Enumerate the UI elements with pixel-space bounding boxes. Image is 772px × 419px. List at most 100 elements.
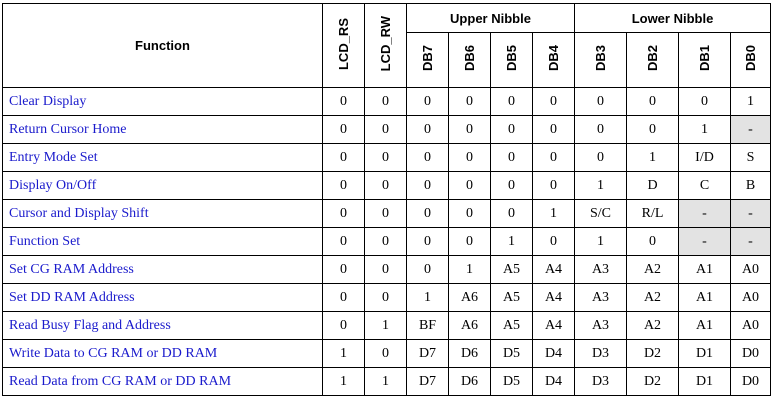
bit-value: 0: [532, 115, 575, 144]
lcd-rs-label: LCD_RS: [336, 17, 351, 70]
function-name[interactable]: Read Busy Flag and Address: [2, 311, 323, 340]
bit-value: A4: [532, 255, 575, 284]
bit-value: A3: [574, 311, 627, 340]
bit-header: DB5: [490, 32, 533, 88]
table-row: Read Busy Flag and Address 0 1 BF A6 A5 A4 A3 A2…: [2, 311, 771, 340]
function-name[interactable]: Read Data from CG RAM or DD RAM: [2, 367, 323, 396]
bit-value: A0: [730, 283, 771, 312]
bit-value: A2: [626, 255, 679, 284]
table-row: Display On/Off 0 0 0 0 0 0 1 D C B: [2, 171, 771, 200]
bit-value: D7: [406, 339, 449, 368]
function-name[interactable]: Display On/Off: [2, 171, 323, 200]
function-header: Function: [2, 3, 323, 88]
bit-value: 0: [532, 143, 575, 172]
bit-value: D4: [532, 339, 575, 368]
function-name[interactable]: Entry Mode Set: [2, 143, 323, 172]
bit-value: 0: [322, 143, 365, 172]
bit-value: 0: [364, 255, 407, 284]
bit-value: D4: [532, 367, 575, 396]
lcd-rw-label: LCD_RW: [378, 16, 393, 72]
bit-value: A0: [730, 255, 771, 284]
command-table: Function LCD_RS LCD_RW Upper Nibble Lowe…: [2, 3, 771, 396]
bit-header: DB7: [406, 32, 449, 88]
bit-value: -: [678, 227, 731, 256]
bit-value: D5: [490, 339, 533, 368]
bit-value: 0: [626, 87, 679, 116]
bit-label: DB6: [462, 45, 477, 72]
bit-value: S: [730, 143, 771, 172]
bit-value: 0: [626, 115, 679, 144]
bit-value: 0: [490, 171, 533, 200]
bit-value: 0: [364, 143, 407, 172]
bit-value: 0: [364, 171, 407, 200]
function-name[interactable]: Write Data to CG RAM or DD RAM: [2, 339, 323, 368]
bit-value: 0: [322, 283, 365, 312]
bit-value: 0: [448, 115, 491, 144]
bit-value: D1: [678, 339, 731, 368]
bit-label: DB3: [593, 45, 608, 72]
bit-value: 0: [448, 87, 491, 116]
bit-value: A5: [490, 311, 533, 340]
bit-value: 0: [322, 171, 365, 200]
bit-label: DB5: [504, 45, 519, 72]
bit-value: 0: [406, 87, 449, 116]
bit-header: DB1: [678, 32, 731, 88]
bit-label: DB1: [697, 45, 712, 72]
bit-value: 0: [364, 87, 407, 116]
bit-value: A1: [678, 255, 731, 284]
bit-value: 0: [574, 87, 627, 116]
bit-value: A5: [490, 283, 533, 312]
bit-value: A6: [448, 311, 491, 340]
table-row: Return Cursor Home 0 0 0 0 0 0 0 0 1-: [2, 115, 771, 144]
bit-value: 1: [626, 143, 679, 172]
bit-value: 0: [574, 115, 627, 144]
bit-value: D2: [626, 367, 679, 396]
bit-value: 0: [574, 143, 627, 172]
table-row: Write Data to CG RAM or DD RAM 1 0 D7 D6 D5 D4…: [2, 339, 771, 368]
table-row: Clear Display 0 0 0 0 0 0 0 0 0 1: [2, 87, 771, 116]
bit-value: 0: [490, 143, 533, 172]
bit-value: 0: [364, 283, 407, 312]
function-name[interactable]: Clear Display: [2, 87, 323, 116]
bit-value: D5: [490, 367, 533, 396]
bit-value: D1: [678, 367, 731, 396]
bit-value: -: [730, 115, 771, 144]
bit-value: 0: [406, 115, 449, 144]
function-name[interactable]: Function Set: [2, 227, 323, 256]
bit-header: DB4: [532, 32, 575, 88]
bit-header: DB0: [730, 32, 771, 88]
bit-value: A6: [448, 283, 491, 312]
bit-value: 1: [364, 367, 407, 396]
bit-value: D6: [448, 367, 491, 396]
bit-value: 1: [322, 367, 365, 396]
bit-value: A1: [678, 311, 731, 340]
bit-value: 0: [322, 311, 365, 340]
bit-value: 0: [406, 227, 449, 256]
bit-value: C: [678, 171, 731, 200]
lcd-rw-header: LCD_RW: [364, 3, 407, 88]
bit-value: A4: [532, 311, 575, 340]
bit-value: D3: [574, 339, 627, 368]
bit-value: 0: [406, 199, 449, 228]
bit-value: 0: [626, 227, 679, 256]
function-name[interactable]: Set DD RAM Address: [2, 283, 323, 312]
function-name[interactable]: Cursor and Display Shift: [2, 199, 323, 228]
bit-value: 0: [406, 143, 449, 172]
bit-value: 1: [364, 311, 407, 340]
bit-value: 1: [532, 199, 575, 228]
bit-value: D0: [730, 367, 771, 396]
bit-value: D6: [448, 339, 491, 368]
bit-value: 0: [364, 199, 407, 228]
table-row: Function Set 0 0 0 0 1 0 1 0- -: [2, 227, 771, 256]
bit-value: BF: [406, 311, 449, 340]
function-name[interactable]: Return Cursor Home: [2, 115, 323, 144]
bit-value: 0: [364, 227, 407, 256]
bit-value: 0: [532, 227, 575, 256]
table-row: Cursor and Display Shift 0 0 0 0 0 1 S/C R/L - -: [2, 199, 771, 228]
function-name[interactable]: Set CG RAM Address: [2, 255, 323, 284]
bit-value: 0: [532, 171, 575, 200]
bit-value: -: [678, 199, 731, 228]
bit-value: 0: [406, 171, 449, 200]
bit-value: 0: [322, 199, 365, 228]
bit-value: 0: [448, 227, 491, 256]
